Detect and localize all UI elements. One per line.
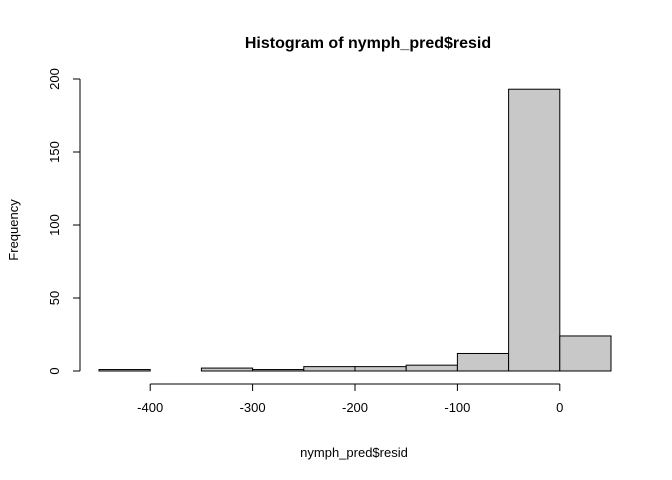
- y-tick-label-2: 100: [47, 214, 62, 236]
- histogram-bar-3: [252, 369, 305, 372]
- histogram-bar-7: [456, 352, 510, 372]
- bars-group: [98, 88, 612, 372]
- histogram-bar-8: [508, 88, 561, 372]
- histogram-bar-4: [303, 366, 356, 372]
- x-axis-label: nymph_pred$resid: [300, 445, 408, 460]
- x-tick-label-4: 0: [556, 400, 563, 415]
- x-tick-label-2: -200: [342, 400, 368, 415]
- y-tick-label-1: 50: [47, 291, 62, 305]
- histogram-bar-5: [354, 366, 407, 372]
- y-tick-label-3: 150: [47, 141, 62, 163]
- histogram-bar-9: [559, 335, 612, 372]
- y-axis: 0 50 100 150 200: [47, 68, 81, 375]
- chart-title: Histogram of nymph_pred$resid: [245, 35, 491, 52]
- y-axis-label: Frequency: [6, 199, 21, 261]
- x-tick-label-3: -100: [444, 400, 470, 415]
- histogram-bar-6: [405, 364, 458, 372]
- x-axis: -400 -300 -200 -100 0: [137, 383, 563, 415]
- histogram-bar-2: [200, 367, 254, 372]
- x-tick-label-0: -400: [137, 400, 163, 415]
- histogram-bar-0: [98, 369, 151, 372]
- y-tick-label-4: 200: [47, 68, 62, 90]
- y-tick-label-0: 0: [47, 367, 62, 374]
- x-tick-label-1: -300: [240, 400, 266, 415]
